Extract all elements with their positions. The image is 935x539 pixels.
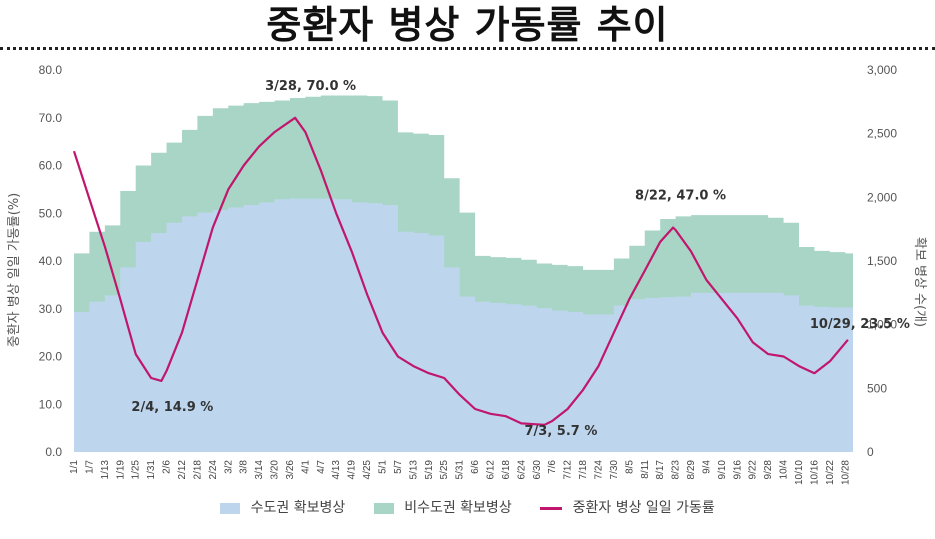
- x-tick-50: 10/28: [840, 460, 851, 485]
- right-tick-5: 2,500: [867, 127, 897, 141]
- x-tick-9: 2/24: [208, 460, 219, 480]
- x-tick-43: 9/16: [732, 460, 743, 480]
- left-axis-label: 중환자 병상 일일 가동률(%): [7, 193, 22, 348]
- x-tick-47: 10/10: [794, 460, 805, 485]
- legend-item-rate: 중환자 병상 일일 가동률: [540, 497, 715, 517]
- x-tick-35: 7/30: [609, 460, 620, 480]
- x-axis-ticks: 1/1 1/7 1/13 1/19 1/25 1/31 2/6 2/12 2/18 2/24 3/2…: [69, 460, 851, 485]
- x-tick-4: 1/25: [131, 460, 142, 480]
- x-tick-49: 10/22: [825, 460, 836, 485]
- x-tick-3: 1/19: [115, 460, 126, 480]
- x-tick-26: 6/6: [470, 460, 481, 474]
- right-tick-4: 2,000: [867, 190, 897, 204]
- x-tick-10: 3/2: [223, 460, 234, 474]
- legend-swatch-noncapital: [373, 502, 394, 514]
- right-axis-ticks: 0 500 1,000 1,500 2,000 2,500 3,000: [867, 63, 897, 459]
- x-tick-19: 4/25: [362, 460, 373, 480]
- left-tick-1: 10.0: [39, 397, 63, 411]
- x-tick-8: 2/18: [192, 460, 203, 480]
- left-tick-5: 50.0: [39, 206, 63, 220]
- x-tick-40: 8/29: [686, 460, 697, 480]
- left-tick-2: 20.0: [39, 350, 63, 364]
- right-axis-label: 확보 병상 수(개): [912, 237, 927, 327]
- left-tick-3: 30.0: [39, 302, 63, 316]
- x-tick-11: 3/8: [239, 460, 250, 474]
- x-tick-24: 5/25: [439, 460, 450, 480]
- x-tick-33: 7/18: [578, 460, 589, 480]
- annotation-2: 7/3, 5.7 %: [524, 424, 597, 439]
- left-axis-ticks: 0.0 10.0 20.0 30.0 40.0 50.0 60.0 70.0 80.0: [39, 63, 63, 459]
- x-tick-29: 6/24: [516, 460, 527, 480]
- annotation-1: 3/28, 70.0 %: [265, 79, 356, 94]
- left-tick-0: 0.0: [45, 445, 62, 459]
- x-tick-34: 7/24: [593, 460, 604, 480]
- x-tick-25: 5/31: [455, 460, 466, 480]
- right-tick-2: 1,000: [867, 318, 897, 332]
- page-title: 중환자 병상 가동률 추이: [266, 3, 669, 47]
- legend-item-noncapital: 비수도권 확보병상: [373, 497, 512, 517]
- annotation-layer: 2/4, 14.9 % 3/28, 70.0 % 7/3, 5.7 % 8/22, 4…: [131, 79, 909, 439]
- legend-label-capital: 수도권 확보병상: [250, 500, 346, 516]
- x-tick-12: 3/14: [254, 460, 265, 480]
- legend-item-capital: 수도권 확보병상: [220, 497, 345, 517]
- legend-label-rate: 중환자 병상 일일 가동률: [572, 500, 715, 516]
- x-tick-30: 6/30: [532, 460, 543, 480]
- x-tick-28: 6/18: [501, 460, 512, 480]
- x-tick-23: 5/19: [424, 460, 435, 480]
- x-tick-45: 9/28: [763, 460, 774, 480]
- x-tick-16: 4/7: [316, 460, 327, 474]
- title-divider: [0, 47, 935, 50]
- x-tick-46: 10/4: [779, 460, 790, 480]
- x-tick-37: 8/11: [640, 460, 651, 479]
- x-tick-21: 5/7: [393, 460, 404, 474]
- x-tick-2: 1/13: [100, 460, 111, 480]
- chart-canvas: 0.0 10.0 20.0 30.0 40.0 50.0 60.0 70.0 80.0 0 500…: [7, 63, 927, 485]
- x-tick-48: 10/16: [809, 460, 820, 485]
- x-tick-42: 9/10: [717, 460, 728, 480]
- x-tick-1: 1/7: [84, 460, 95, 474]
- x-tick-18: 4/19: [347, 460, 358, 480]
- chart-legend: 수도권 확보병상 비수도권 확보병상 중환자 병상 일일 가동률: [0, 497, 935, 517]
- right-tick-3: 1,500: [867, 254, 897, 268]
- annotation-0: 2/4, 14.9 %: [131, 400, 213, 415]
- x-tick-15: 4/1: [300, 460, 311, 474]
- rate-line: [72, 116, 849, 426]
- x-tick-27: 6/12: [485, 460, 496, 480]
- x-tick-38: 8/17: [655, 460, 666, 480]
- annotation-4: 10/29, 23.5 %: [810, 317, 910, 332]
- left-tick-4: 40.0: [39, 254, 63, 268]
- x-tick-20: 5/1: [378, 460, 389, 474]
- x-tick-41: 9/4: [701, 460, 712, 474]
- x-tick-36: 8/5: [624, 460, 635, 474]
- x-tick-39: 8/23: [671, 460, 682, 480]
- left-tick-7: 70.0: [39, 111, 63, 125]
- x-tick-0: 1/1: [69, 460, 80, 474]
- right-tick-1: 500: [867, 381, 887, 395]
- x-tick-7: 2/12: [177, 460, 188, 480]
- x-tick-14: 3/26: [285, 460, 296, 480]
- rate-line-layer: [72, 116, 849, 426]
- left-tick-8: 80.0: [39, 63, 63, 77]
- x-tick-32: 7/12: [563, 460, 574, 480]
- x-tick-17: 4/13: [331, 460, 342, 480]
- legend-swatch-capital: [220, 502, 241, 514]
- right-tick-6: 3,000: [867, 63, 897, 77]
- annotation-3: 8/22, 47.0 %: [635, 189, 726, 204]
- x-tick-13: 3/20: [270, 460, 281, 480]
- x-tick-5: 1/31: [146, 460, 157, 480]
- right-tick-0: 0: [867, 445, 874, 459]
- legend-swatch-rate: [540, 506, 563, 510]
- x-tick-22: 5/13: [408, 460, 419, 480]
- legend-label-noncapital: 비수도권 확보병상: [404, 500, 512, 516]
- x-tick-31: 7/6: [547, 460, 558, 474]
- x-tick-6: 2/6: [162, 460, 173, 474]
- area-layer: [74, 95, 853, 452]
- x-tick-44: 9/22: [748, 460, 759, 480]
- area-capital-beds: [74, 198, 853, 452]
- left-tick-6: 60.0: [39, 159, 63, 173]
